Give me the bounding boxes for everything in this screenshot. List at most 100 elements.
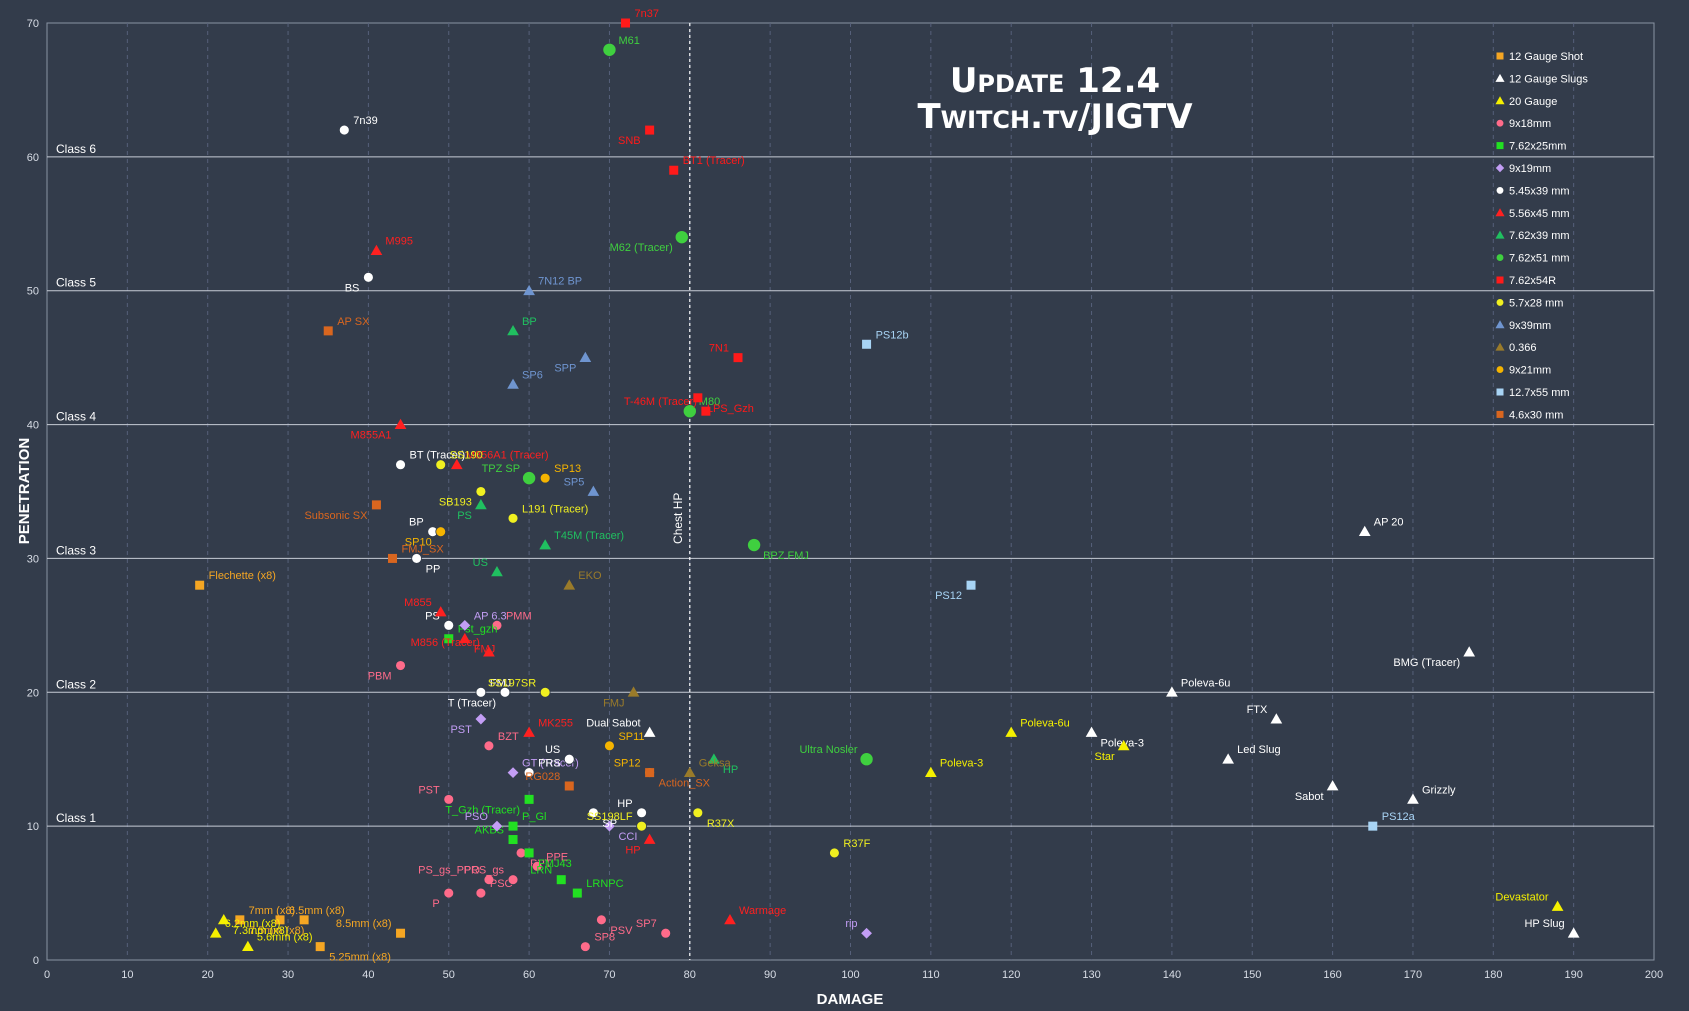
data-point [443, 887, 455, 899]
legend-entry: 7.62x54R [1509, 275, 1556, 287]
data-label: PS [457, 510, 472, 522]
class-label: Class 5 [56, 276, 96, 290]
data-point [747, 538, 762, 553]
data-point [636, 807, 647, 819]
data-point [395, 660, 406, 671]
data-point [483, 646, 495, 657]
series-9: M61 M62 (Tracer) M80 TPZ SP BPZ FMJ Ultra Nos… [482, 35, 874, 767]
data-label: Dual Sabot [586, 717, 640, 729]
chest-hp-label: Chest HP [671, 493, 685, 544]
data-label: HP [723, 764, 738, 776]
data-label: BS [345, 282, 360, 294]
data-label: PPE [546, 851, 568, 863]
data-label: SP6 [522, 369, 543, 381]
data-point [388, 553, 398, 563]
data-label: Led Slug [1237, 744, 1280, 756]
data-point [235, 915, 245, 925]
data-point [674, 230, 689, 245]
data-point [1358, 525, 1371, 537]
data-label: PMM [506, 610, 532, 622]
data-label: T (Tracer) [448, 697, 496, 709]
data-point [491, 820, 503, 832]
data-label: 8.5mm (x8) [336, 918, 392, 930]
y-tick-label: 60 [27, 152, 39, 164]
data-point [475, 499, 487, 510]
data-label: SS190 [450, 450, 483, 462]
data-point [1463, 646, 1476, 657]
x-tick-label: 50 [443, 969, 455, 981]
data-point [507, 512, 519, 524]
data-label: PS_gs_PPO [418, 865, 480, 877]
data-label: HP [617, 798, 632, 810]
data-label: SP11 [618, 731, 644, 743]
data-label: FMJ [603, 697, 624, 709]
legend-marker [1495, 342, 1505, 351]
data-label: LRN [530, 865, 552, 877]
data-point [475, 686, 487, 698]
legend-marker [1495, 365, 1505, 374]
data-label: Star [1095, 751, 1116, 763]
data-point [475, 486, 487, 497]
data-point [434, 606, 447, 617]
data-label: M62 (Tracer) [610, 242, 673, 254]
data-label: PRS_gs [464, 865, 505, 877]
data-label: SS198LF [587, 811, 633, 823]
data-point [458, 632, 471, 644]
class-label: Class 1 [56, 811, 96, 825]
data-label: Flechette (x8) [209, 570, 276, 582]
x-tick-label: 150 [1243, 969, 1261, 981]
data-point [396, 928, 406, 938]
data-label: 6.5mm (x8) [289, 905, 345, 917]
data-label: SB193 [439, 497, 472, 509]
y-tick-label: 30 [27, 553, 39, 565]
data-point [564, 781, 574, 791]
data-point [692, 807, 704, 819]
data-label: 6.2mm (x8) [225, 918, 281, 930]
data-label: SP5 [564, 477, 585, 489]
data-point [645, 125, 655, 135]
data-points: Flechette (x8) 7.5mm (x8) 6.5mm (x8)7mm (x… [195, 8, 1580, 964]
data-point [556, 875, 566, 885]
data-point [861, 927, 872, 939]
data-label: CCI [618, 831, 637, 843]
legend-entry: 12 Gauge Shot [1509, 51, 1583, 63]
data-label: M61 [618, 35, 639, 47]
series-15: PS12b PS12 PS12a [862, 329, 1416, 831]
data-label: BT (Tracer) [410, 450, 466, 462]
x-tick-label: 140 [1163, 969, 1181, 981]
data-point [483, 874, 495, 886]
data-label: AP SX [337, 316, 370, 328]
data-label: Poleva-3 [940, 758, 983, 770]
data-label: T_Gzh (Tracer) [445, 804, 520, 816]
data-label: FTX [1247, 704, 1268, 716]
legend-marker [1495, 163, 1505, 173]
data-point [572, 888, 582, 898]
data-label: PS12b [876, 329, 909, 341]
data-label: PSO [490, 878, 514, 890]
data-point [602, 42, 617, 57]
x-tick-label: 100 [841, 969, 859, 981]
data-point [209, 927, 222, 938]
legend-entry: 7.62x25mm [1509, 141, 1566, 153]
data-point [563, 753, 575, 765]
x-tick-label: 90 [764, 969, 776, 981]
x-tick-label: 20 [202, 969, 214, 981]
data-label: SP [602, 818, 617, 830]
y-tick-label: 10 [27, 821, 39, 833]
data-point [508, 821, 518, 831]
data-point [1407, 793, 1419, 804]
data-point [475, 713, 487, 725]
data-point [507, 874, 519, 886]
legend-marker [1495, 208, 1505, 217]
legend-marker [1495, 230, 1505, 239]
x-tick-label: 180 [1484, 969, 1502, 981]
series-11: SS190 SB193 L191 (Tracer) SS197SR R37X SS198L… [435, 450, 871, 859]
data-label: Ultra Nosler [799, 744, 857, 756]
data-point [1005, 726, 1018, 737]
data-label: P_Gl [522, 811, 546, 823]
data-point [636, 820, 647, 832]
data-point [483, 740, 495, 752]
x-tick-label: 30 [282, 969, 294, 981]
data-point [724, 913, 736, 925]
data-label: US [473, 557, 488, 569]
